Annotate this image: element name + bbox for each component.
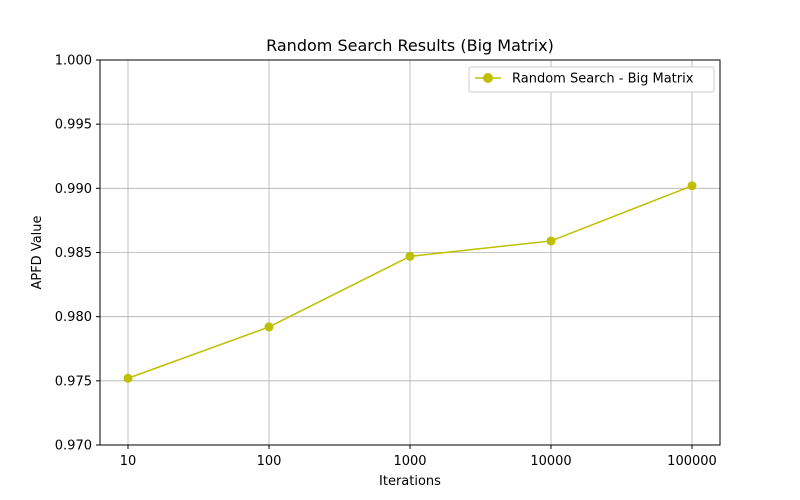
y-tick-label: 0.995 (55, 118, 92, 133)
y-tick-label: 0.975 (55, 374, 92, 389)
legend: Random Search - Big Matrix (468, 66, 715, 93)
series-points (123, 181, 697, 383)
x-axis-label: Iterations (379, 474, 441, 489)
chart-title: Random Search Results (Big Matrix) (266, 36, 554, 55)
legend-marker-swatch (483, 73, 493, 83)
y-tick-label: 0.970 (55, 439, 92, 454)
data-point (546, 236, 556, 246)
y-tick-label: 0.980 (55, 310, 92, 325)
legend-entry-label: Random Search - Big Matrix (512, 72, 694, 87)
y-tick-label: 1.000 (55, 54, 92, 69)
data-point (687, 181, 697, 191)
y-tick-label: 0.990 (55, 182, 92, 197)
y-axis-ticks: 0.970 0.975 0.980 0.985 0.990 0.995 1.000 (55, 54, 100, 454)
x-axis-ticks: 10 100 1000 10000 100000 (120, 445, 717, 469)
legend-box (468, 66, 715, 93)
x-tick-label: 1000 (393, 454, 426, 469)
x-tick-label: 100 (257, 454, 282, 469)
y-axis-label: APFD Value (30, 215, 45, 289)
data-point (405, 251, 415, 261)
data-point (264, 322, 274, 332)
data-point (123, 373, 133, 383)
x-tick-label: 10 (120, 454, 137, 469)
x-tick-label: 100000 (667, 454, 717, 469)
y-tick-label: 0.985 (55, 246, 92, 261)
x-tick-label: 10000 (530, 454, 571, 469)
